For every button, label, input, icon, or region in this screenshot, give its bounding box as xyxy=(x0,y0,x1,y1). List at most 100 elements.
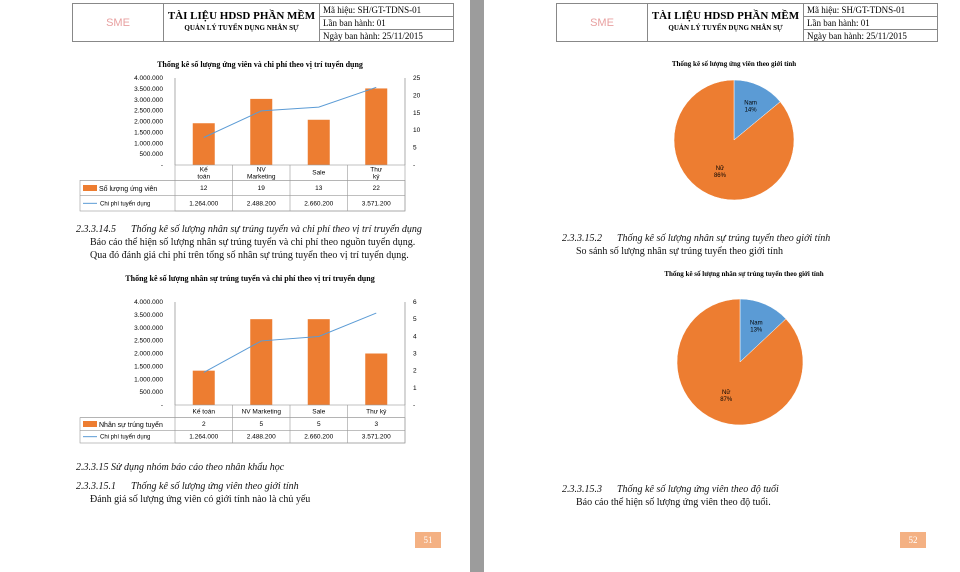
doc-title: TÀI LIỆU HDSD PHẦN MỀM xyxy=(167,10,316,22)
chart-candidates-cost: 4.000.000 3.500.000 3.000.000 2.500.000 2.00… xyxy=(79,75,421,212)
left-axis-tick: - xyxy=(161,402,163,409)
category-label: Kế toán xyxy=(193,406,216,415)
slice-name: Nữ xyxy=(722,390,730,396)
doc-date: Ngày ban hành: 25/11/2015 xyxy=(323,31,423,41)
paragraph: Đánh giá số lượng ứng viên có giới tính … xyxy=(90,494,311,505)
right-axis-tick: 6 xyxy=(413,299,417,306)
left-axis-tick: 2.000.000 xyxy=(134,119,163,126)
left-axis-tick: 500.000 xyxy=(140,151,164,158)
bar-1 xyxy=(250,98,273,165)
left-axis-tick: 3.000.000 xyxy=(134,325,163,332)
legend-line-label: Chi phí tuyển dụng xyxy=(100,200,150,207)
doc-code: Mã hiệu: SH/GT-TDNS-01 xyxy=(320,4,453,17)
bar-value-label: 2 xyxy=(202,421,206,428)
line-value-label: 2.488.200 xyxy=(247,200,276,207)
legend-bar-swatch xyxy=(83,421,97,427)
left-axis-tick: 2.500.000 xyxy=(134,108,163,115)
right-axis-tick: - xyxy=(413,402,415,409)
bar-0 xyxy=(192,370,215,405)
bar-value-label: 5 xyxy=(317,421,321,428)
section-heading-15: 2.3.3.15 Sử dụng nhóm báo cáo theo nhân … xyxy=(76,462,285,473)
slice-name: Nữ xyxy=(716,166,724,172)
line-value-label: 1.264.000 xyxy=(189,434,218,441)
category-label: Marketing xyxy=(247,174,276,181)
sme-logo: SME xyxy=(557,4,648,41)
left-axis-tick: 4.000.000 xyxy=(134,299,163,306)
paragraph: So sánh số lượng nhân sự trúng tuyển the… xyxy=(576,246,783,257)
category-label: Kế xyxy=(200,165,208,174)
section-heading-15-1: 2.3.3.15.1 Thống kê số lượng ứng viên th… xyxy=(76,481,299,492)
sme-logo: SME xyxy=(73,4,164,41)
right-axis-tick: 5 xyxy=(413,316,417,323)
legend-bar-label: Nhân sự trúng tuyển xyxy=(99,421,163,429)
category-label: ký xyxy=(373,174,380,181)
slice-percent: 86% xyxy=(714,173,727,179)
section-heading-14-5: 2.3.3.14.5 Thống kê số lượng nhân sự trú… xyxy=(76,224,422,235)
bar-value-label: 5 xyxy=(259,421,263,428)
chart-hired-cost: 4.000.000 3.500.000 3.000.000 2.500.000 2.00… xyxy=(79,299,417,444)
left-axis-tick: 1.000.000 xyxy=(134,376,163,383)
doc-code: Mã hiệu: SH/GT-TDNS-01 xyxy=(804,4,937,17)
left-axis-tick: 4.000.000 xyxy=(134,75,163,82)
category-label: NV xyxy=(257,167,267,174)
bar-2 xyxy=(307,119,330,165)
page-51: SME TÀI LIỆU HDSD PHẦN MỀM QUẢN LÝ TUYỂN … xyxy=(0,0,470,572)
left-axis-tick: 2.000.000 xyxy=(134,351,163,358)
right-axis-tick: 15 xyxy=(413,110,421,117)
paragraph: Báo cáo thể hiện số lượng ứng viên theo … xyxy=(576,497,771,508)
right-axis-tick: 25 xyxy=(413,75,421,82)
document-header: SME TÀI LIỆU HDSD PHẦN MỀM QUẢN LÝ TUYỂN … xyxy=(556,3,938,42)
left-axis-tick: 1.000.000 xyxy=(134,140,163,147)
right-axis-tick: 2 xyxy=(413,368,417,375)
line-value-label: 2.660.200 xyxy=(304,434,333,441)
bar-value-label: 22 xyxy=(373,185,381,192)
section-heading-15-2: 2.3.3.15.2 Thống kê số lượng nhân sự trú… xyxy=(562,233,831,244)
left-axis-tick: - xyxy=(161,162,163,169)
line-value-label: 3.571.200 xyxy=(362,434,391,441)
slice-percent: 87% xyxy=(720,397,733,403)
right-axis-tick: 20 xyxy=(413,92,421,99)
doc-title: TÀI LIỆU HDSD PHẦN MỀM xyxy=(651,10,800,22)
section-heading-15-3: 2.3.3.15.3 Thống kê số lượng ứng viên th… xyxy=(562,484,779,495)
page-number: 51 xyxy=(415,532,441,548)
category-label: Sale xyxy=(312,408,325,415)
bar-value-label: 12 xyxy=(200,185,208,192)
pie2-title: Thống kê số lượng nhân sự trúng tuyển th… xyxy=(664,270,824,278)
left-axis-tick: 1.500.000 xyxy=(134,129,163,136)
right-axis-tick: 5 xyxy=(413,145,417,152)
bar-0 xyxy=(192,123,215,165)
bar-value-label: 19 xyxy=(258,185,266,192)
page-number: 52 xyxy=(900,532,926,548)
category-label: Thư xyxy=(370,167,383,174)
category-label: Thư ký xyxy=(366,408,387,415)
left-axis-tick: 500.000 xyxy=(140,389,164,396)
right-axis-tick: 10 xyxy=(413,127,421,134)
cost-line xyxy=(203,86,377,138)
slice-percent: 14% xyxy=(745,108,758,114)
chart1-title: Thống kê số lượng ứng viên và chi phí th… xyxy=(157,60,363,69)
paragraph: Báo cáo thể hiện số lượng nhân sự trúng … xyxy=(90,237,416,248)
legend-bar-swatch xyxy=(83,185,97,191)
line-value-label: 1.264.000 xyxy=(189,200,218,207)
bar-3 xyxy=(365,88,388,165)
slice-percent: 13% xyxy=(750,327,763,333)
doc-date: Ngày ban hành: 25/11/2015 xyxy=(807,31,907,41)
left-axis-tick: 2.500.000 xyxy=(134,338,163,345)
line-value-label: 2.660.200 xyxy=(304,200,333,207)
category-label: NV Marketing xyxy=(242,408,282,415)
paragraph: Qua đó đánh giá chi phí trên tổng số nhâ… xyxy=(90,250,409,261)
right-axis-tick: 4 xyxy=(413,333,417,340)
slice-name: Nam xyxy=(744,101,757,107)
left-axis-tick: 3.500.000 xyxy=(134,312,163,319)
slice-name: Nam xyxy=(750,320,763,326)
left-axis-tick: 3.000.000 xyxy=(134,97,163,104)
pie1-title: Thống kê số lượng ứng viên theo giới tín… xyxy=(671,60,797,68)
document-header: SME TÀI LIỆU HDSD PHẦN MỀM QUẢN LÝ TUYỂN … xyxy=(72,3,454,42)
legend-bar-label: Số lượng ứng viên xyxy=(99,184,157,193)
category-label: Sale xyxy=(312,170,325,177)
right-axis-tick: 1 xyxy=(413,385,417,392)
pie-slice-Nam xyxy=(733,79,781,141)
left-axis-tick: 3.500.000 xyxy=(134,86,163,93)
